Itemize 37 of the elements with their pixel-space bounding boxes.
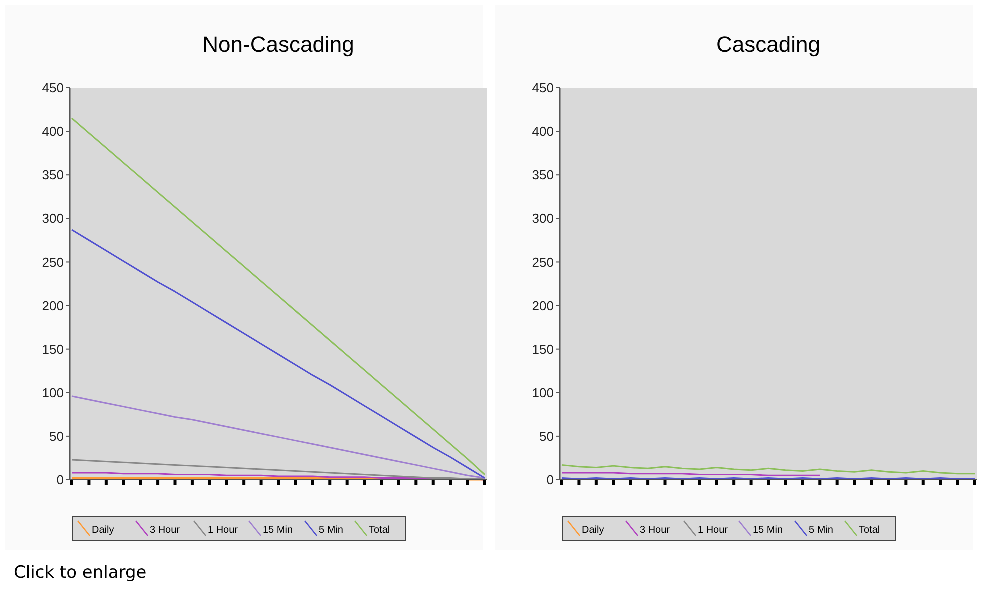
y-tick-label: 400 — [42, 124, 64, 140]
y-tick-label: 200 — [532, 298, 554, 314]
y-tick-label: 0 — [546, 472, 554, 488]
legend-label: 1 Hour — [208, 525, 239, 536]
chart-title: Non-Cascading — [202, 32, 354, 57]
y-tick-label: 450 — [42, 80, 64, 96]
y-tick-label: 200 — [42, 298, 64, 314]
chart-title: Cascading — [716, 32, 820, 57]
legend-label: 15 Min — [753, 525, 784, 536]
text: Click to enlarge — [14, 563, 147, 583]
y-tick-label: 350 — [532, 168, 554, 183]
legend-label: Daily — [582, 525, 604, 536]
y-tick-label: 450 — [532, 80, 554, 96]
y-tick-label: 150 — [42, 342, 64, 357]
y-tick-label: 250 — [532, 254, 554, 270]
y-tick-label: 100 — [532, 385, 554, 400]
legend-label: Total — [369, 525, 390, 536]
legend-label: 1 Hour — [698, 525, 729, 536]
legend-label: 3 Hour — [640, 525, 671, 536]
y-tick-label: 100 — [42, 385, 64, 400]
y-tick-label: 50 — [540, 428, 554, 444]
y-tick-label: 50 — [50, 428, 64, 444]
line-series — [71, 118, 486, 476]
y-tick-label: 150 — [532, 342, 554, 357]
y-tick-label: 350 — [42, 168, 64, 183]
y-tick-label: 300 — [532, 211, 554, 226]
legend-label: 15 Min — [263, 525, 294, 536]
legend-label: 3 Hour — [150, 525, 181, 536]
line-series — [561, 464, 976, 475]
y-tick-label: 0 — [56, 472, 64, 488]
y-tick-label: 250 — [42, 254, 64, 270]
legend-label: 5 Min — [319, 525, 344, 536]
y-tick-label: 400 — [532, 124, 554, 140]
legend-label: Total — [859, 525, 880, 536]
y-tick-label: 300 — [42, 211, 64, 226]
legend-label: Daily — [92, 525, 114, 536]
legend-label: 5 Min — [809, 525, 834, 536]
